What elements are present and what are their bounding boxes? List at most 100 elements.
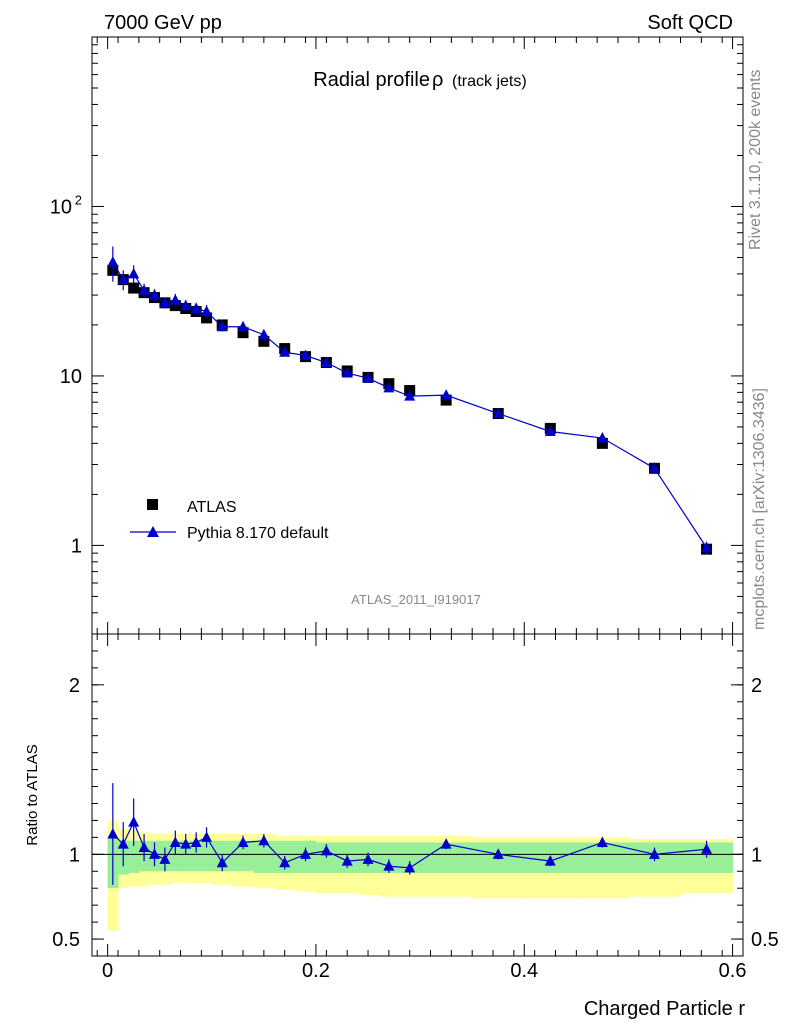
ratio-data-point xyxy=(279,856,291,868)
ratio-data-point xyxy=(138,841,150,853)
pythia-data-point xyxy=(440,389,452,400)
ratio-data-point xyxy=(544,855,556,866)
atlas-data-point xyxy=(128,282,140,294)
main-title: Radial profile xyxy=(313,69,430,91)
pythia-data-point xyxy=(492,407,504,419)
main-plot-area xyxy=(91,36,744,635)
pythia-data-point xyxy=(362,372,374,383)
pythia-data-point xyxy=(201,305,213,316)
pythia-data-point xyxy=(148,289,160,300)
main-title-symbol: ρ xyxy=(432,69,443,91)
ratio-data-point xyxy=(237,836,249,847)
ratio-band-green xyxy=(190,840,202,872)
ratio-data-point xyxy=(701,843,713,854)
ratio-data-point xyxy=(492,848,504,859)
pythia-data-point xyxy=(138,284,150,295)
pythia-data-point xyxy=(117,273,129,285)
pythia-data-point xyxy=(237,320,249,332)
legend-pythia-marker xyxy=(147,526,159,537)
pythia-data-point xyxy=(404,390,416,401)
rivet-version-label: Rivet 3.1.10, 200k events xyxy=(747,69,764,250)
pythia-data-point xyxy=(258,328,270,340)
pythia-data-point xyxy=(190,302,202,313)
ratio-y-tick-label: 1 xyxy=(69,844,80,866)
ratio-data-point xyxy=(128,816,140,827)
ratio-y-tick-label-right: 1 xyxy=(751,844,762,866)
ratio-data-point xyxy=(159,853,171,864)
ratio-band-green xyxy=(201,840,213,872)
ratio-y-tick-label: 2 xyxy=(69,675,80,697)
atlas-data-point xyxy=(596,437,608,449)
main-y-tick-exponent: 2 xyxy=(75,192,82,207)
analysis-tag: ATLAS_2011_I919017 xyxy=(351,592,481,607)
atlas-data-point xyxy=(237,327,249,339)
ratio-data-point xyxy=(383,860,395,871)
main-y-tick-label: 1 xyxy=(71,535,82,557)
pythia-data-point xyxy=(107,256,119,267)
ratio-band-green xyxy=(180,840,192,872)
ratio-y-tick-label: 0.5 xyxy=(52,929,80,951)
ratio-band-green xyxy=(253,840,275,873)
ratio-series-layer xyxy=(107,783,713,885)
ratio-y-tick-label-right: 0.5 xyxy=(751,929,779,951)
ratio-data-point xyxy=(440,838,452,849)
atlas-data-point xyxy=(258,335,270,347)
x-tick-label: 0.2 xyxy=(302,960,330,982)
atlas-data-point xyxy=(440,394,452,406)
ratio-y-tick-label-right: 2 xyxy=(751,675,762,697)
ratio-data-point xyxy=(404,861,416,873)
pythia-data-point xyxy=(180,299,192,311)
legend-atlas-marker xyxy=(147,499,158,510)
pythia-data-point xyxy=(300,349,312,360)
ratio-data-point xyxy=(362,853,374,864)
pythia-data-point xyxy=(169,294,181,305)
pythia-data-point xyxy=(596,432,608,443)
pythia-data-point xyxy=(383,381,395,393)
ratio-data-point xyxy=(180,838,192,849)
ratio-data-point xyxy=(216,856,228,868)
ratio-data-point xyxy=(107,827,119,839)
pythia-data-point xyxy=(128,267,140,279)
header-energy-label: 7000 GeV pp xyxy=(104,12,222,34)
ratio-band-green xyxy=(378,842,400,873)
legend-pythia-label: Pythia 8.170 default xyxy=(187,525,329,542)
pythia-data-point xyxy=(159,296,171,308)
x-axis-label: Charged Particle r xyxy=(584,998,746,1020)
ratio-plot-frame xyxy=(91,633,744,957)
mcplots-source-label: mcplots.cern.ch [arXiv:1306.3436] xyxy=(751,388,768,630)
pythia-data-point xyxy=(648,462,660,473)
ratio-band-green xyxy=(232,840,254,872)
ratio-data-point xyxy=(190,836,202,847)
legend: ATLAS Pythia 8.170 default xyxy=(130,499,329,542)
main-y-tick-label: 10 xyxy=(60,366,82,388)
pythia-data-point xyxy=(216,320,228,332)
x-tick-label: 0.4 xyxy=(510,960,538,982)
x-tick-label: 0.6 xyxy=(719,960,747,982)
ratio-band-green xyxy=(170,840,182,872)
pythia-data-point xyxy=(544,425,556,436)
ratio-data-point xyxy=(320,844,332,856)
main-series-layer xyxy=(107,246,713,555)
main-plot-frame xyxy=(91,36,744,635)
ratio-data-point xyxy=(300,848,312,859)
ratio-data-point xyxy=(258,834,270,846)
pythia-data-point xyxy=(320,356,332,368)
ratio-y-axis-label: Ratio to ATLAS xyxy=(24,744,41,845)
ratio-data-point xyxy=(169,836,181,847)
ratio-band-green xyxy=(128,840,140,873)
x-tick-label: 0 xyxy=(102,960,113,982)
ratio-data-point xyxy=(201,831,213,842)
main-y-tick-label: 10 xyxy=(50,196,72,218)
ratio-data-point xyxy=(117,838,129,849)
pythia-data-point xyxy=(279,346,291,357)
ratio-data-point xyxy=(341,855,353,866)
ratio-data-point xyxy=(596,836,608,847)
ratio-band-green xyxy=(399,842,421,873)
legend-atlas-label: ATLAS xyxy=(187,499,237,516)
pythia-data-point xyxy=(341,367,353,378)
ratio-data-point xyxy=(148,848,160,859)
ratio-uncertainty-bands xyxy=(107,820,734,931)
main-title-subtitle: (track jets) xyxy=(452,73,527,90)
